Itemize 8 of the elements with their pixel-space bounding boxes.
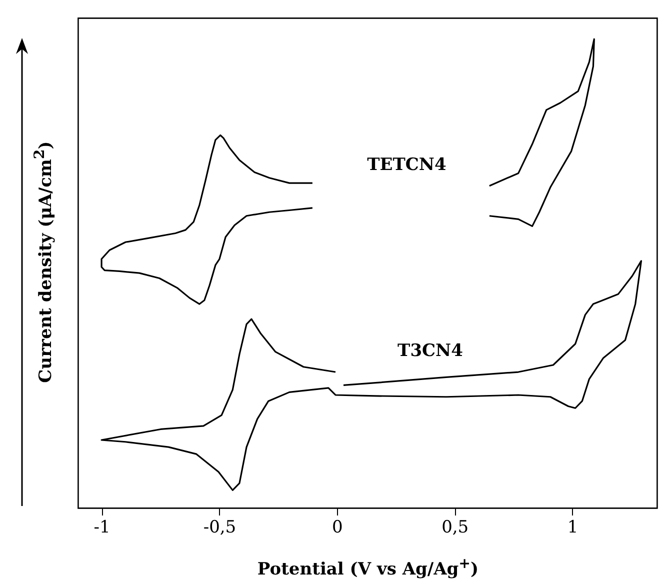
x-tick-label: 0 — [332, 518, 343, 538]
x-tick-label: 0,5 — [442, 518, 469, 538]
x-tick-label: -0,5 — [203, 518, 236, 538]
series-label: T3CN4 — [398, 341, 464, 362]
x-tick-label: 1 — [567, 518, 578, 538]
x-tick-label: -1 — [94, 518, 110, 538]
x-axis-title: Potential (V vs Ag/Ag$^{+}$) — [257, 556, 479, 580]
text: TETCN4 — [367, 154, 446, 175]
